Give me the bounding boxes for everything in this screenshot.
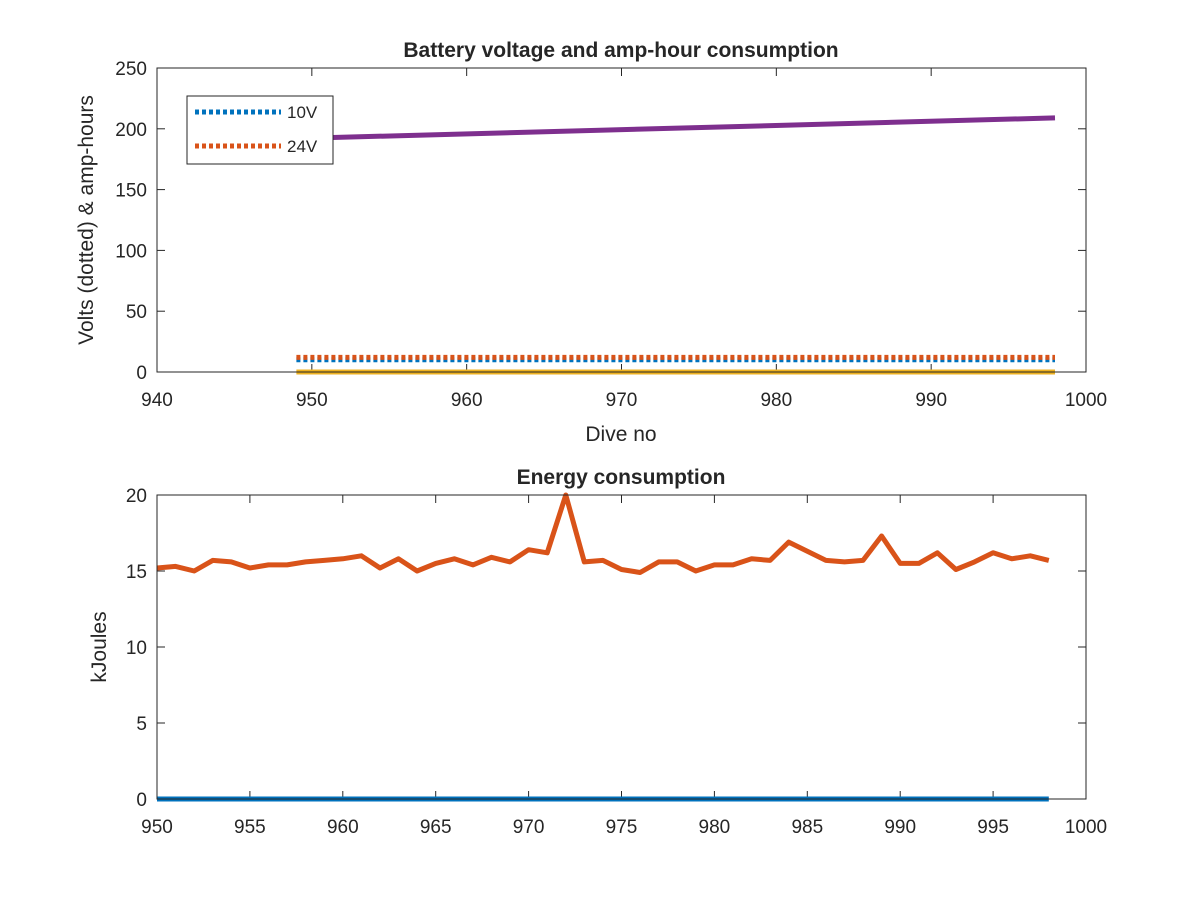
energy-x-tick-label: 995: [977, 817, 1009, 838]
battery-series-line-3: [296, 115, 1056, 141]
battery-x-axis-label: Dive no: [585, 423, 656, 446]
energy-ticks: 950 955 960 965 970 975 980 985 990 995 1000 0 5 10 15…: [126, 486, 1107, 838]
battery-x-tick-label: 960: [451, 390, 483, 411]
energy-x-tick-label: 955: [234, 817, 266, 838]
energy-x-tick-label: 980: [699, 817, 731, 838]
battery-y-tick-label: 100: [115, 241, 147, 262]
energy-x-tick-label: 1000: [1065, 817, 1107, 838]
energy-y-tick-label: 0: [136, 790, 147, 811]
battery-x-tick-label: 940: [141, 390, 173, 411]
battery-y-tick-label: 250: [115, 59, 147, 80]
legend-box: [186, 95, 334, 165]
energy-x-tick-label: 970: [513, 817, 545, 838]
energy-y-tick-label: 20: [126, 486, 147, 507]
energy-x-tick-label: 950: [141, 817, 173, 838]
battery-chart-title: Battery voltage and amp-hour consumption: [403, 39, 838, 62]
energy-plot-area: [157, 495, 1086, 799]
energy-chart: Energy consumption kJoules 950 955 960 965 9…: [88, 466, 1107, 838]
energy-y-axis-label: kJoules: [88, 611, 111, 682]
battery-x-tick-label: 950: [296, 390, 328, 411]
battery-axes-box: [156, 67, 1087, 373]
battery-chart: Battery voltage and amp-hour consumption…: [75, 39, 1107, 446]
battery-legend: 10V 24V: [186, 95, 334, 165]
energy-series-line-1: [156, 492, 1050, 575]
energy-x-tick-label: 965: [420, 817, 452, 838]
battery-ticks: 940 950 960 970 980 990 1000 0 50 100 150 200 250: [115, 59, 1107, 411]
legend-label-10v: 10V: [287, 103, 318, 122]
battery-y-tick-label: 50: [126, 302, 147, 323]
energy-y-tick-label: 5: [136, 714, 147, 735]
battery-x-tick-label: 1000: [1065, 390, 1107, 411]
battery-y-tick-label: 200: [115, 120, 147, 141]
legend-label-24v: 24V: [287, 137, 318, 156]
battery-y-tick-label: 150: [115, 181, 147, 202]
energy-x-tick-label: 975: [606, 817, 638, 838]
energy-x-tick-label: 960: [327, 817, 359, 838]
battery-y-tick-label: 0: [136, 363, 147, 384]
battery-x-tick-label: 970: [606, 390, 638, 411]
energy-y-tick-label: 15: [126, 562, 147, 583]
energy-chart-title: Energy consumption: [517, 466, 726, 489]
battery-y-axis-label: Volts (dotted) & amp-hours: [75, 95, 98, 345]
energy-axes-box: [156, 494, 1087, 800]
battery-x-tick-label: 980: [760, 390, 792, 411]
battery-x-tick-label: 990: [915, 390, 947, 411]
energy-x-tick-label: 990: [884, 817, 916, 838]
energy-x-tick-label: 985: [791, 817, 823, 838]
energy-y-tick-label: 10: [126, 638, 147, 659]
